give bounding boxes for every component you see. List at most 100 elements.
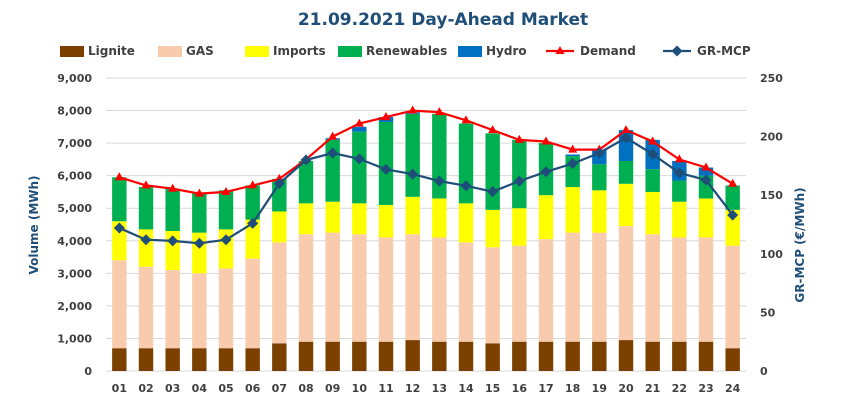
axes: 0 1,000 2,000 3,000 4,000 5,000 6,000 7,000 8,00… xyxy=(57,72,783,395)
bar-imports xyxy=(592,190,607,233)
bar-renewables xyxy=(378,121,394,205)
bar-lignite xyxy=(112,348,127,371)
bar-renewables xyxy=(165,188,180,232)
bar-gas xyxy=(405,234,420,341)
bar-gas xyxy=(538,239,554,342)
demand-point xyxy=(141,180,151,189)
legend-label-gr-mcp: GR-MCP xyxy=(697,44,751,58)
y2-tick-label: 0 xyxy=(760,365,768,378)
mcp-point xyxy=(647,148,659,160)
bar-renewables xyxy=(592,164,607,191)
y-tick-label: 5,000 xyxy=(57,202,92,215)
bar-imports xyxy=(512,208,527,246)
demand-point xyxy=(568,144,578,153)
y2-tick-label: 200 xyxy=(760,131,783,144)
bar-lignite xyxy=(698,341,714,371)
mcp-point xyxy=(113,222,125,234)
legend-swatch-imports xyxy=(245,46,269,57)
mcp-point xyxy=(380,163,392,175)
legend-label-hydro: Hydro xyxy=(486,44,527,58)
bar-imports xyxy=(672,201,687,238)
x-tick-label: 09 xyxy=(325,382,340,395)
bar-gas xyxy=(272,242,287,344)
x-tick-label: 07 xyxy=(272,382,287,395)
x-tick-label: 03 xyxy=(165,382,180,395)
legend-swatch-hydro xyxy=(458,46,482,57)
demand-point xyxy=(274,173,284,182)
y-tick-label: 2,000 xyxy=(57,300,92,313)
x-tick-label: 14 xyxy=(458,382,474,395)
x-tick-label: 02 xyxy=(138,382,153,395)
bar-imports xyxy=(272,211,287,243)
y2-tick-label: 100 xyxy=(760,248,783,261)
mcp-point xyxy=(300,154,312,166)
legend-label-lignite: Lignite xyxy=(88,44,135,58)
y-tick-label: 3,000 xyxy=(57,267,92,280)
bar-renewables xyxy=(618,161,634,184)
bar-lignite xyxy=(165,348,180,371)
mcp-point xyxy=(487,186,499,198)
mcp-point xyxy=(220,234,232,246)
x-tick-label: 08 xyxy=(298,382,313,395)
x-tick-label: 19 xyxy=(592,382,607,395)
bar-lignite xyxy=(565,341,580,371)
bar-hydro xyxy=(698,167,714,176)
legend-swatch-gas xyxy=(158,46,182,57)
bar-imports xyxy=(565,187,580,233)
legend-label-imports: Imports xyxy=(273,44,326,58)
bar-imports xyxy=(538,195,554,240)
bar-imports xyxy=(432,198,447,238)
bar-gas xyxy=(565,232,580,342)
bar-gas xyxy=(672,237,687,342)
bar-renewables xyxy=(432,113,447,199)
mcp-point xyxy=(433,175,445,187)
bar-renewables xyxy=(645,169,660,192)
bar-lignite xyxy=(138,348,154,371)
y2-axis-title: GR-MCP (€/MWh) xyxy=(793,187,807,302)
bar-imports xyxy=(405,196,420,235)
bar-renewables xyxy=(298,161,314,204)
demand-point xyxy=(488,125,498,134)
bar-gas xyxy=(138,266,154,349)
bar-gas xyxy=(298,234,314,342)
mcp-point xyxy=(140,234,152,246)
mcp-point xyxy=(193,237,205,249)
bar-renewables xyxy=(352,131,367,204)
gridlines xyxy=(106,77,746,372)
demand-point xyxy=(354,118,364,127)
demand-point xyxy=(114,172,124,181)
x-tick-label: 21 xyxy=(645,382,660,395)
lines xyxy=(113,105,739,249)
bar-lignite xyxy=(405,340,420,371)
y2-tick-label: 150 xyxy=(760,189,783,202)
x-tick-label: 22 xyxy=(672,382,687,395)
demand-point xyxy=(434,107,444,116)
y-tick-label: 6,000 xyxy=(57,170,92,183)
bar-lignite xyxy=(192,348,207,371)
bar-lignite xyxy=(645,341,660,371)
mcp-point xyxy=(620,132,632,144)
mcp-point xyxy=(513,175,525,187)
bar-lignite xyxy=(325,341,340,371)
bar-gas xyxy=(592,232,607,342)
bar-lignite xyxy=(672,341,687,371)
demand-point xyxy=(621,125,631,134)
bar-imports xyxy=(245,219,260,259)
bar-gas xyxy=(725,245,740,349)
y-tick-label: 7,000 xyxy=(57,137,92,150)
demand-point xyxy=(381,112,391,121)
bar-renewables xyxy=(405,113,420,197)
x-tick-label: 11 xyxy=(378,382,393,395)
chart-title: 21.09.2021 Day-Ahead Market xyxy=(298,10,588,30)
demand-point xyxy=(221,186,231,195)
bar-lignite xyxy=(725,348,740,371)
legend-label-demand: Demand xyxy=(580,44,636,58)
bar-lignite xyxy=(218,348,234,371)
y2-tick-label: 250 xyxy=(760,72,783,85)
x-tick-label: 20 xyxy=(618,382,634,395)
x-tick-label: 15 xyxy=(485,382,500,395)
x-tick-label: 10 xyxy=(352,382,368,395)
y-tick-label: 0 xyxy=(84,365,92,378)
bar-imports xyxy=(458,203,474,243)
